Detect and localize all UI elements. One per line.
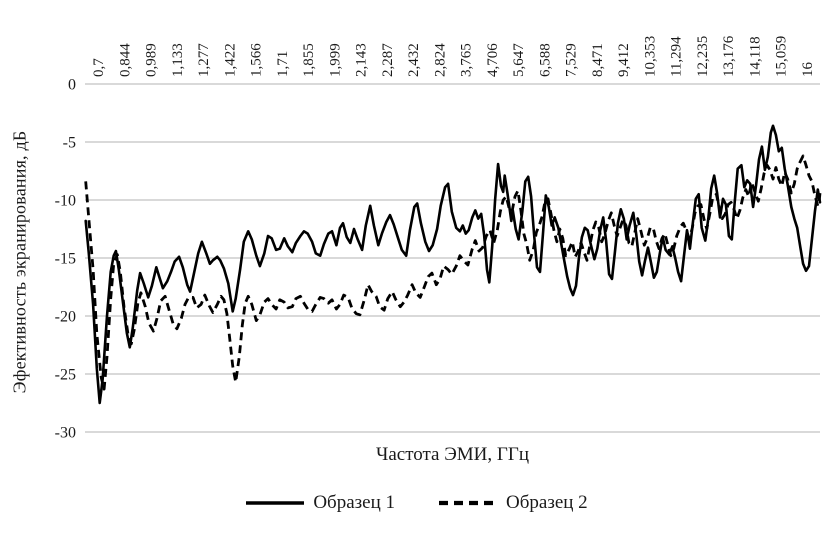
x-tick-label: 6,588: [537, 43, 553, 77]
x-tick-label: 14,118: [747, 36, 763, 77]
legend-item-sample-1: Образец 1: [246, 492, 395, 514]
series-line-1: [84, 124, 822, 405]
y-axis-title: Эфективность экранирования, дБ: [9, 130, 30, 394]
legend-label-sample-1: Образец 1: [313, 492, 395, 513]
x-tick-label: 0,7: [91, 58, 107, 77]
x-tick-label: 12,235: [695, 36, 711, 77]
x-tick-label: 1,999: [327, 43, 343, 77]
x-tick-label: 0,989: [144, 43, 160, 77]
x-tick-label: 2,143: [354, 43, 370, 77]
x-tick-label: 1,566: [249, 43, 265, 77]
x-tick-label: 3,765: [459, 43, 475, 77]
y-tick-label: -20: [55, 309, 76, 326]
y-tick-label: 0: [68, 77, 76, 94]
x-tick-label: 9,412: [616, 43, 632, 77]
y-tick-label: -15: [55, 251, 76, 268]
x-tick-label: 2,432: [406, 43, 422, 77]
x-tick-label: 1,133: [170, 43, 186, 77]
x-tick-label: 2,824: [432, 43, 448, 77]
legend-label-sample-2: Образец 2: [506, 492, 588, 513]
x-tick-label: 11,294: [669, 36, 685, 77]
legend-dashed-line-icon: [439, 500, 497, 506]
y-tick-label: -10: [55, 193, 76, 210]
legend-item-sample-2: Образец 2: [439, 492, 588, 514]
y-tick-label: -5: [63, 135, 76, 152]
x-tick-label: 1,277: [196, 43, 212, 77]
x-tick-label: 16: [800, 62, 816, 78]
legend: Образец 1 Образец 2: [0, 492, 834, 514]
series-line-2: [84, 154, 822, 391]
x-tick-label: 1,71: [275, 51, 291, 77]
x-tick-label: 13,176: [721, 35, 737, 77]
y-tick-label: -25: [55, 367, 76, 384]
x-tick-label: 5,647: [511, 43, 527, 77]
x-tick-label: 1,855: [301, 43, 317, 77]
legend-solid-line-icon: [246, 501, 305, 505]
x-axis-title: Частота ЭМИ, ГГц: [375, 444, 530, 465]
x-tick-label: 10,353: [642, 36, 658, 77]
x-tick-label: 15,059: [774, 36, 790, 77]
y-tick-label: -30: [55, 425, 76, 442]
x-tick-label: 7,529: [564, 43, 580, 77]
x-tick-label: 4,706: [485, 43, 501, 77]
x-tick-label: 0,844: [117, 43, 133, 77]
x-tick-label: 8,471: [590, 43, 606, 77]
x-tick-label: 2,287: [380, 43, 396, 77]
x-tick-label: 1,422: [222, 43, 238, 77]
